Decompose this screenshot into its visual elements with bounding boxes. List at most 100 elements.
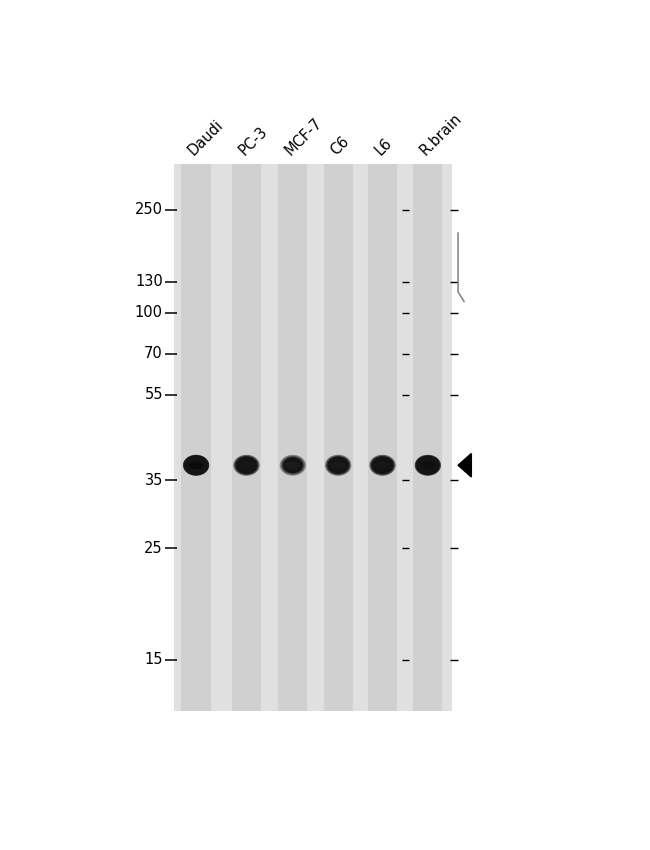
- Ellipse shape: [236, 456, 257, 473]
- Ellipse shape: [194, 463, 198, 468]
- Ellipse shape: [184, 456, 208, 474]
- Ellipse shape: [284, 458, 302, 473]
- Ellipse shape: [415, 456, 440, 475]
- Ellipse shape: [291, 464, 294, 467]
- Ellipse shape: [188, 459, 204, 472]
- Ellipse shape: [233, 455, 259, 476]
- Ellipse shape: [335, 463, 341, 468]
- Ellipse shape: [418, 457, 438, 473]
- Ellipse shape: [287, 461, 299, 470]
- Ellipse shape: [238, 458, 255, 472]
- Ellipse shape: [378, 462, 387, 468]
- Ellipse shape: [185, 456, 207, 474]
- Ellipse shape: [187, 458, 205, 473]
- Ellipse shape: [233, 455, 259, 475]
- Ellipse shape: [372, 457, 393, 473]
- Ellipse shape: [187, 457, 206, 473]
- Ellipse shape: [281, 456, 304, 474]
- Ellipse shape: [235, 456, 257, 474]
- Ellipse shape: [280, 456, 305, 475]
- Ellipse shape: [285, 459, 300, 471]
- Ellipse shape: [337, 464, 339, 467]
- Text: 250: 250: [135, 202, 163, 218]
- Bar: [413, 164, 443, 711]
- Ellipse shape: [421, 460, 435, 471]
- Ellipse shape: [240, 460, 253, 470]
- Ellipse shape: [327, 456, 350, 474]
- Ellipse shape: [376, 460, 389, 471]
- Ellipse shape: [326, 455, 351, 475]
- Ellipse shape: [243, 462, 250, 468]
- Ellipse shape: [333, 461, 343, 469]
- Ellipse shape: [242, 462, 250, 468]
- Ellipse shape: [188, 458, 205, 472]
- Ellipse shape: [335, 462, 341, 468]
- Ellipse shape: [237, 458, 255, 473]
- Text: L6: L6: [372, 135, 395, 157]
- Ellipse shape: [370, 456, 395, 474]
- Ellipse shape: [427, 464, 429, 466]
- Ellipse shape: [239, 459, 254, 472]
- Ellipse shape: [417, 456, 439, 474]
- Ellipse shape: [192, 462, 200, 468]
- Ellipse shape: [379, 462, 386, 468]
- Ellipse shape: [240, 460, 254, 471]
- Bar: [278, 164, 307, 711]
- Bar: [368, 164, 397, 711]
- Ellipse shape: [241, 461, 252, 470]
- Ellipse shape: [291, 463, 295, 468]
- Ellipse shape: [281, 456, 305, 475]
- Ellipse shape: [186, 457, 206, 473]
- Ellipse shape: [292, 464, 294, 466]
- Ellipse shape: [382, 464, 383, 466]
- Ellipse shape: [374, 458, 391, 473]
- Ellipse shape: [234, 456, 259, 475]
- Ellipse shape: [290, 463, 296, 468]
- Ellipse shape: [375, 462, 390, 469]
- Ellipse shape: [325, 455, 351, 476]
- Ellipse shape: [418, 457, 437, 473]
- Ellipse shape: [423, 462, 433, 469]
- Ellipse shape: [370, 456, 395, 475]
- Ellipse shape: [331, 459, 346, 471]
- Ellipse shape: [415, 455, 441, 476]
- Ellipse shape: [183, 455, 209, 475]
- Ellipse shape: [285, 460, 300, 471]
- Text: 35: 35: [144, 473, 163, 488]
- Ellipse shape: [234, 456, 259, 475]
- Ellipse shape: [239, 462, 254, 469]
- Ellipse shape: [422, 461, 434, 470]
- Ellipse shape: [380, 463, 385, 468]
- Ellipse shape: [190, 461, 202, 470]
- Text: Daudi: Daudi: [185, 116, 226, 157]
- Ellipse shape: [374, 459, 391, 472]
- Ellipse shape: [283, 458, 302, 473]
- Ellipse shape: [244, 463, 249, 468]
- Ellipse shape: [238, 458, 255, 473]
- Ellipse shape: [422, 461, 434, 470]
- Ellipse shape: [187, 458, 205, 473]
- Ellipse shape: [330, 459, 346, 472]
- Ellipse shape: [332, 460, 345, 471]
- Ellipse shape: [376, 460, 389, 470]
- Ellipse shape: [291, 464, 295, 467]
- Ellipse shape: [336, 463, 341, 468]
- Ellipse shape: [189, 460, 203, 471]
- Ellipse shape: [333, 461, 344, 470]
- Ellipse shape: [420, 459, 436, 472]
- Ellipse shape: [332, 460, 345, 470]
- Ellipse shape: [333, 462, 343, 469]
- Ellipse shape: [372, 456, 393, 474]
- Ellipse shape: [328, 456, 348, 473]
- Ellipse shape: [370, 456, 395, 475]
- Ellipse shape: [188, 459, 203, 471]
- Ellipse shape: [286, 460, 300, 471]
- Ellipse shape: [332, 460, 344, 471]
- Ellipse shape: [245, 464, 248, 467]
- Ellipse shape: [370, 455, 395, 475]
- Ellipse shape: [423, 462, 432, 469]
- Ellipse shape: [415, 456, 440, 475]
- Ellipse shape: [243, 462, 250, 468]
- Ellipse shape: [381, 464, 384, 467]
- Text: 55: 55: [144, 387, 163, 402]
